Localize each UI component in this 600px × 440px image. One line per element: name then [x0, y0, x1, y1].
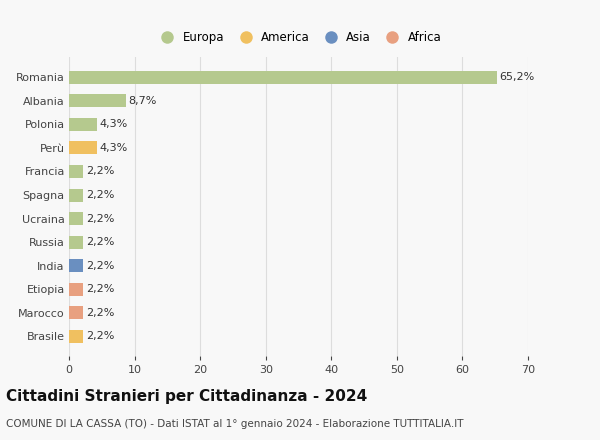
Bar	[69, 165, 83, 178]
Bar	[69, 71, 497, 84]
Text: COMUNE DI LA CASSA (TO) - Dati ISTAT al 1° gennaio 2024 - Elaborazione TUTTITALI: COMUNE DI LA CASSA (TO) - Dati ISTAT al …	[6, 419, 464, 429]
Text: 2,2%: 2,2%	[86, 190, 115, 200]
Bar	[69, 283, 83, 296]
Text: 2,2%: 2,2%	[86, 213, 115, 224]
Text: 2,2%: 2,2%	[86, 331, 115, 341]
Text: 2,2%: 2,2%	[86, 166, 115, 176]
Bar	[69, 306, 83, 319]
Bar	[69, 212, 83, 225]
Text: 2,2%: 2,2%	[86, 308, 115, 318]
Bar	[69, 94, 126, 107]
Text: 65,2%: 65,2%	[499, 72, 535, 82]
Legend: Europa, America, Asia, Africa: Europa, America, Asia, Africa	[152, 27, 445, 47]
Bar	[69, 330, 83, 343]
Bar	[69, 141, 97, 154]
Text: 2,2%: 2,2%	[86, 284, 115, 294]
Bar	[69, 259, 83, 272]
Text: 4,3%: 4,3%	[100, 143, 128, 153]
Text: 2,2%: 2,2%	[86, 260, 115, 271]
Text: 4,3%: 4,3%	[100, 119, 128, 129]
Bar	[69, 189, 83, 202]
Text: Cittadini Stranieri per Cittadinanza - 2024: Cittadini Stranieri per Cittadinanza - 2…	[6, 389, 367, 404]
Text: 2,2%: 2,2%	[86, 237, 115, 247]
Bar	[69, 118, 97, 131]
Text: 8,7%: 8,7%	[128, 96, 157, 106]
Bar	[69, 236, 83, 249]
